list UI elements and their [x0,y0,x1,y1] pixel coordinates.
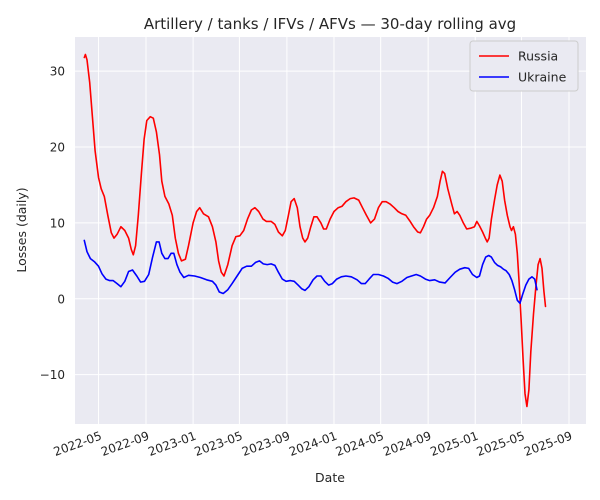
x-tick-label: 2022-09 [99,429,151,459]
series-layer [83,53,547,408]
y-tick-label: 10 [50,216,65,230]
x-tick-labels: 2022-052022-092023-012023-052023-092024-… [52,429,574,459]
y-tick-label: 20 [50,141,65,155]
x-tick-label: 2022-05 [52,429,104,459]
y-tick-label: 0 [57,292,65,306]
x-gridlines [98,37,570,424]
x-tick-label: 2024-01 [287,429,339,459]
legend-label-russia: Russia [518,49,558,64]
series-line-russia [83,53,547,408]
x-tick-label: 2023-05 [193,429,245,459]
chart-title: Artillery / tanks / IFVs / AFVs — 30-day… [144,15,516,33]
legend-box [469,40,579,92]
x-axis-label: Date [315,470,345,485]
x-tick-label: 2025-01 [428,429,480,459]
legend-label-ukraine: Ukraine [518,70,567,85]
series-line-ukraine [83,239,538,305]
y-tick-label: 30 [50,65,65,79]
y-gridlines [75,70,586,376]
y-tick-label: −10 [40,368,65,382]
x-tick-label: 2024-05 [334,429,386,459]
x-tick-label: 2024-09 [381,429,433,459]
legend: Russia Ukraine [469,40,579,92]
y-tick-labels: −10 0 10 20 30 [40,65,65,383]
x-tick-label: 2025-09 [522,429,574,459]
x-tick-label: 2023-09 [240,429,292,459]
x-tick-label: 2023-01 [146,429,198,459]
y-axis-label: Losses (daily) [14,187,29,272]
plot-area [75,37,586,424]
x-tick-label: 2025-05 [475,429,527,459]
